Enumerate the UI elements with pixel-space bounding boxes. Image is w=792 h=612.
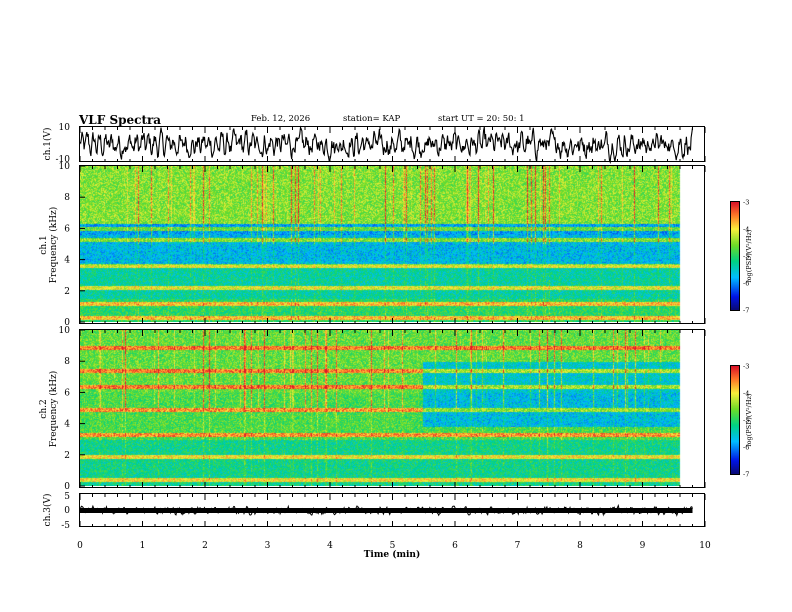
ch3-ytick-0: 0 — [64, 506, 70, 516]
start-time-label: start UT = 20: 50: 1 — [438, 114, 525, 124]
x-tick-label-9: 9 — [640, 541, 646, 551]
axis-ticks — [79, 127, 706, 527]
ch3-ytick-5: 5 — [64, 492, 70, 502]
ch1-spectrogram-image — [80, 166, 692, 322]
ch3-waveform-band — [80, 508, 693, 513]
ch2-spectrogram-ytick-2: 2 — [64, 451, 70, 461]
x-tick-label-5: 5 — [390, 541, 396, 551]
ch3-ytick-minus5: -5 — [61, 521, 70, 531]
ch1-spectrogram-frame — [79, 165, 705, 324]
ch1-waveform-ylabel: ch.1(V) — [42, 128, 53, 161]
x-axis-label: Time (min) — [364, 549, 421, 560]
ch2-spectrogram-ytick-4: 4 — [64, 420, 70, 430]
ch2-colorbar-tick-0: -3 — [743, 363, 749, 371]
x-tick-label-1: 1 — [140, 541, 146, 551]
ch1-spectrogram-ylabel-channel: ch.1 — [39, 235, 49, 254]
ch1-ytick-minus10: -10 — [56, 155, 71, 165]
ch1-colorbar-frame — [730, 201, 740, 311]
ch1-colorbar-tick-4: -7 — [743, 307, 749, 315]
ch1-spectrogram-ylabel-freq: Frequency (kHz) — [48, 207, 59, 284]
ch1-waveform-line — [79, 125, 694, 165]
x-tick-label-10: 10 — [699, 541, 711, 551]
ch2-spectrogram-ylabel-freq: Frequency (kHz) — [48, 371, 59, 448]
ch2-spectrogram-ytick-6: 6 — [64, 388, 70, 398]
ch2-colorbar-tick-1: -4 — [743, 390, 749, 398]
ch2-spectrogram-frame — [79, 329, 705, 488]
ch2-spectrogram-ytick-0: 0 — [64, 482, 70, 492]
x-tick-label-7: 7 — [515, 541, 521, 551]
ch1-colorbar-tick-1: -4 — [743, 226, 749, 234]
ch3-waveform-ylabel: ch.3(V) — [42, 494, 53, 527]
ch2-colorbar-tick-2: -5 — [743, 417, 749, 425]
ch1-spectrogram-ytick-6: 6 — [64, 224, 70, 234]
ch2-colorbar — [731, 366, 739, 474]
ch2-colorbar-tick-3: -6 — [743, 444, 749, 452]
ch2-spectrogram-image — [80, 330, 692, 486]
ch2-spectrogram-ytick-10: 10 — [59, 326, 71, 336]
ch1-colorbar-tick-2: -5 — [743, 253, 749, 261]
x-tick-label-2: 2 — [202, 541, 208, 551]
ch1-colorbar-label: log(PSD)(V²/Hz) — [745, 229, 753, 282]
x-tick-label-3: 3 — [265, 541, 271, 551]
ch1-spectrogram-ytick-10: 10 — [59, 162, 71, 172]
ch1-spectrogram-ytick-4: 4 — [64, 256, 70, 266]
ch2-colorbar-tick-4: -7 — [743, 471, 749, 479]
x-tick-label-6: 6 — [452, 541, 458, 551]
ch2-spectrogram-ytick-8: 8 — [64, 357, 70, 367]
ch1-spectrogram-ytick-2: 2 — [64, 287, 70, 297]
chart-title: VLF Spectra — [79, 113, 162, 127]
ch1-spectrogram-ytick-0: 0 — [64, 318, 70, 328]
ch2-spectrogram-ylabel-channel: ch.2 — [39, 399, 49, 418]
x-tick-label-0: 0 — [77, 541, 83, 551]
ch1-ytick-10: 10 — [59, 123, 71, 133]
ch1-colorbar-tick-0: -3 — [743, 199, 749, 207]
date-label: Feb. 12, 2026 — [251, 114, 311, 124]
ch2-colorbar-frame — [730, 365, 740, 475]
x-tick-label-4: 4 — [327, 541, 333, 551]
ch1-colorbar — [731, 202, 739, 310]
ch1-colorbar-tick-3: -6 — [743, 280, 749, 288]
x-tick-label-8: 8 — [577, 541, 583, 551]
ch2-colorbar-label: log(PSD)(V²/Hz) — [745, 393, 753, 446]
ch1-spectrogram-ytick-8: 8 — [64, 193, 70, 203]
station-label: station= KAP — [343, 114, 401, 124]
